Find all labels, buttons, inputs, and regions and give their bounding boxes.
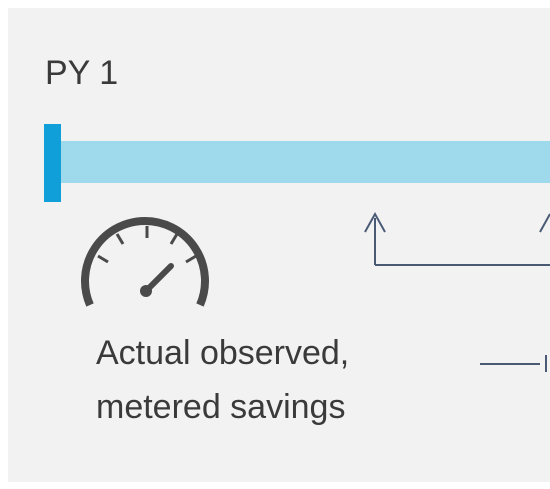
speedometer-icon <box>81 217 209 307</box>
caption-line: metered savings <box>96 388 345 426</box>
connector-arrows <box>364 211 550 372</box>
caption-line: Actual observed, <box>96 334 349 372</box>
period-label: PY 1 <box>45 54 118 92</box>
timeline-start-marker <box>44 124 61 202</box>
timeline-bar <box>46 141 550 183</box>
